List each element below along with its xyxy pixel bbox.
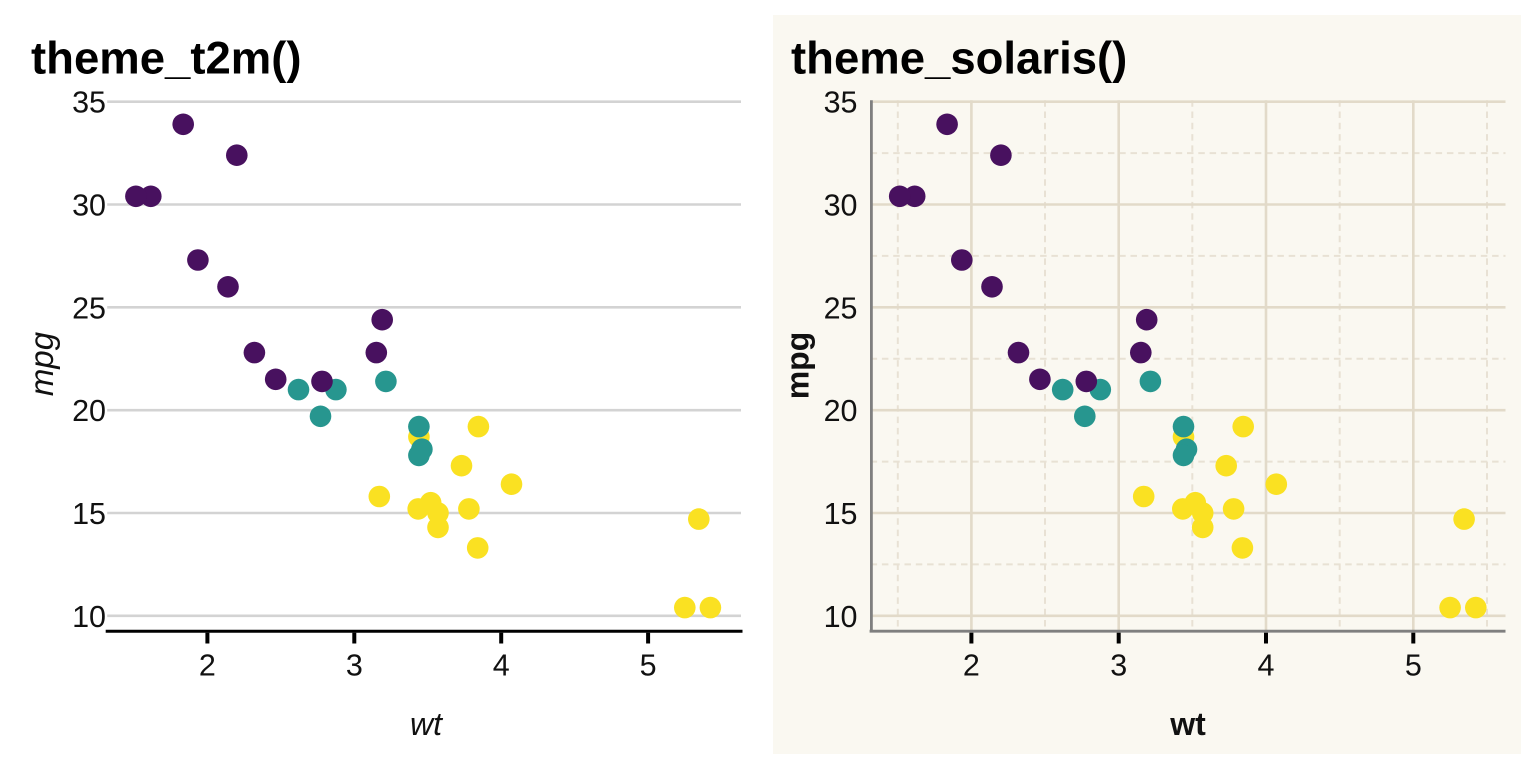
svg-text:15: 15	[824, 497, 858, 531]
svg-text:3: 3	[346, 649, 363, 683]
svg-text:25: 25	[72, 291, 106, 325]
svg-text:20: 20	[824, 394, 858, 428]
svg-text:theme_solaris(): theme_solaris()	[791, 33, 1127, 84]
svg-text:10: 10	[824, 600, 858, 634]
svg-text:4: 4	[493, 649, 510, 683]
svg-text:5: 5	[640, 649, 657, 683]
svg-text:2: 2	[199, 649, 216, 683]
svg-text:30: 30	[72, 189, 106, 223]
svg-text:30: 30	[824, 189, 858, 223]
svg-text:20: 20	[72, 394, 106, 428]
svg-text:mpg: mpg	[23, 331, 60, 396]
svg-text:3: 3	[1110, 649, 1127, 683]
svg-text:wt: wt	[1169, 706, 1206, 742]
svg-text:5: 5	[1405, 649, 1422, 683]
svg-text:mpg: mpg	[780, 332, 816, 400]
svg-text:wt: wt	[410, 706, 443, 742]
svg-text:10: 10	[72, 600, 106, 634]
svg-text:theme_t2m(): theme_t2m()	[31, 33, 302, 84]
svg-text:2: 2	[963, 649, 980, 683]
svg-text:4: 4	[1258, 649, 1275, 683]
svg-text:35: 35	[72, 86, 106, 120]
svg-text:35: 35	[824, 86, 858, 120]
svg-text:25: 25	[824, 291, 858, 325]
svg-text:15: 15	[72, 497, 106, 531]
